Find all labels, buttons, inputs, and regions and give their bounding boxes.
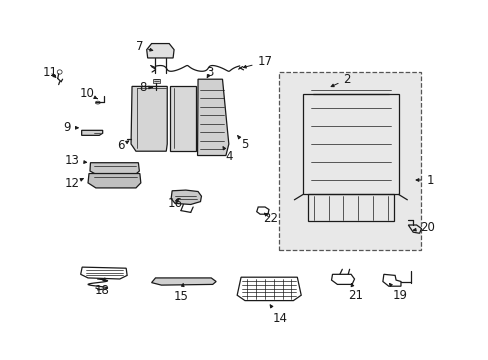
Text: 7: 7 <box>135 40 152 53</box>
Bar <box>153 79 160 83</box>
Text: 1: 1 <box>415 174 433 186</box>
Text: 3: 3 <box>206 66 214 78</box>
Text: 14: 14 <box>270 305 286 325</box>
Polygon shape <box>81 130 102 135</box>
Text: 22: 22 <box>263 212 277 225</box>
Polygon shape <box>90 163 139 175</box>
Text: 13: 13 <box>65 154 86 167</box>
Polygon shape <box>131 86 167 151</box>
Polygon shape <box>170 86 195 151</box>
Text: 11: 11 <box>42 66 57 78</box>
Text: 18: 18 <box>94 278 109 297</box>
Text: 4: 4 <box>223 147 232 163</box>
Polygon shape <box>151 278 216 285</box>
Text: 21: 21 <box>348 284 363 302</box>
Text: 12: 12 <box>65 177 83 190</box>
Text: 9: 9 <box>63 121 78 134</box>
Ellipse shape <box>95 101 100 104</box>
Bar <box>278 72 420 250</box>
Text: 15: 15 <box>173 284 188 303</box>
Text: 10: 10 <box>80 87 97 100</box>
Text: 20: 20 <box>412 221 434 234</box>
Text: 2: 2 <box>330 73 350 87</box>
Polygon shape <box>197 79 228 156</box>
Text: 19: 19 <box>388 283 407 302</box>
Text: 5: 5 <box>237 136 248 150</box>
Text: 6: 6 <box>117 139 128 152</box>
Text: 8: 8 <box>139 81 152 94</box>
Text: 17: 17 <box>243 55 272 68</box>
Polygon shape <box>88 174 141 188</box>
Polygon shape <box>171 190 201 204</box>
Text: 16: 16 <box>167 197 182 210</box>
Ellipse shape <box>108 178 120 184</box>
Polygon shape <box>146 44 174 58</box>
